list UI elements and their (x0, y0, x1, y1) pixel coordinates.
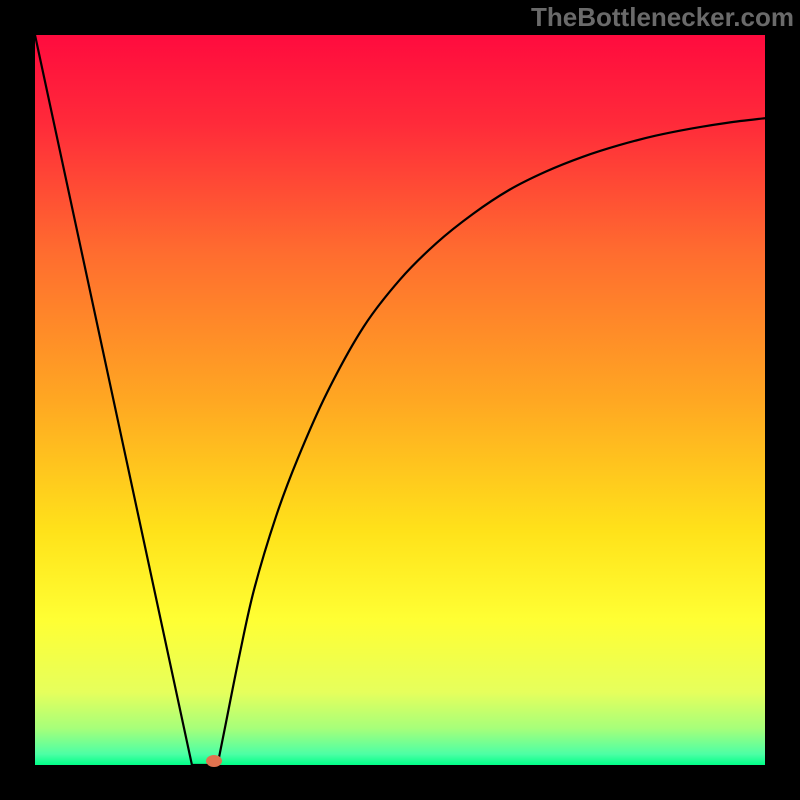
optimum-marker (206, 755, 222, 767)
plot-area (35, 35, 765, 765)
curve-layer (35, 35, 765, 765)
watermark-text: TheBottlenecker.com (531, 2, 794, 33)
chart-container: TheBottlenecker.com (0, 0, 800, 800)
bottleneck-curve (35, 35, 765, 765)
